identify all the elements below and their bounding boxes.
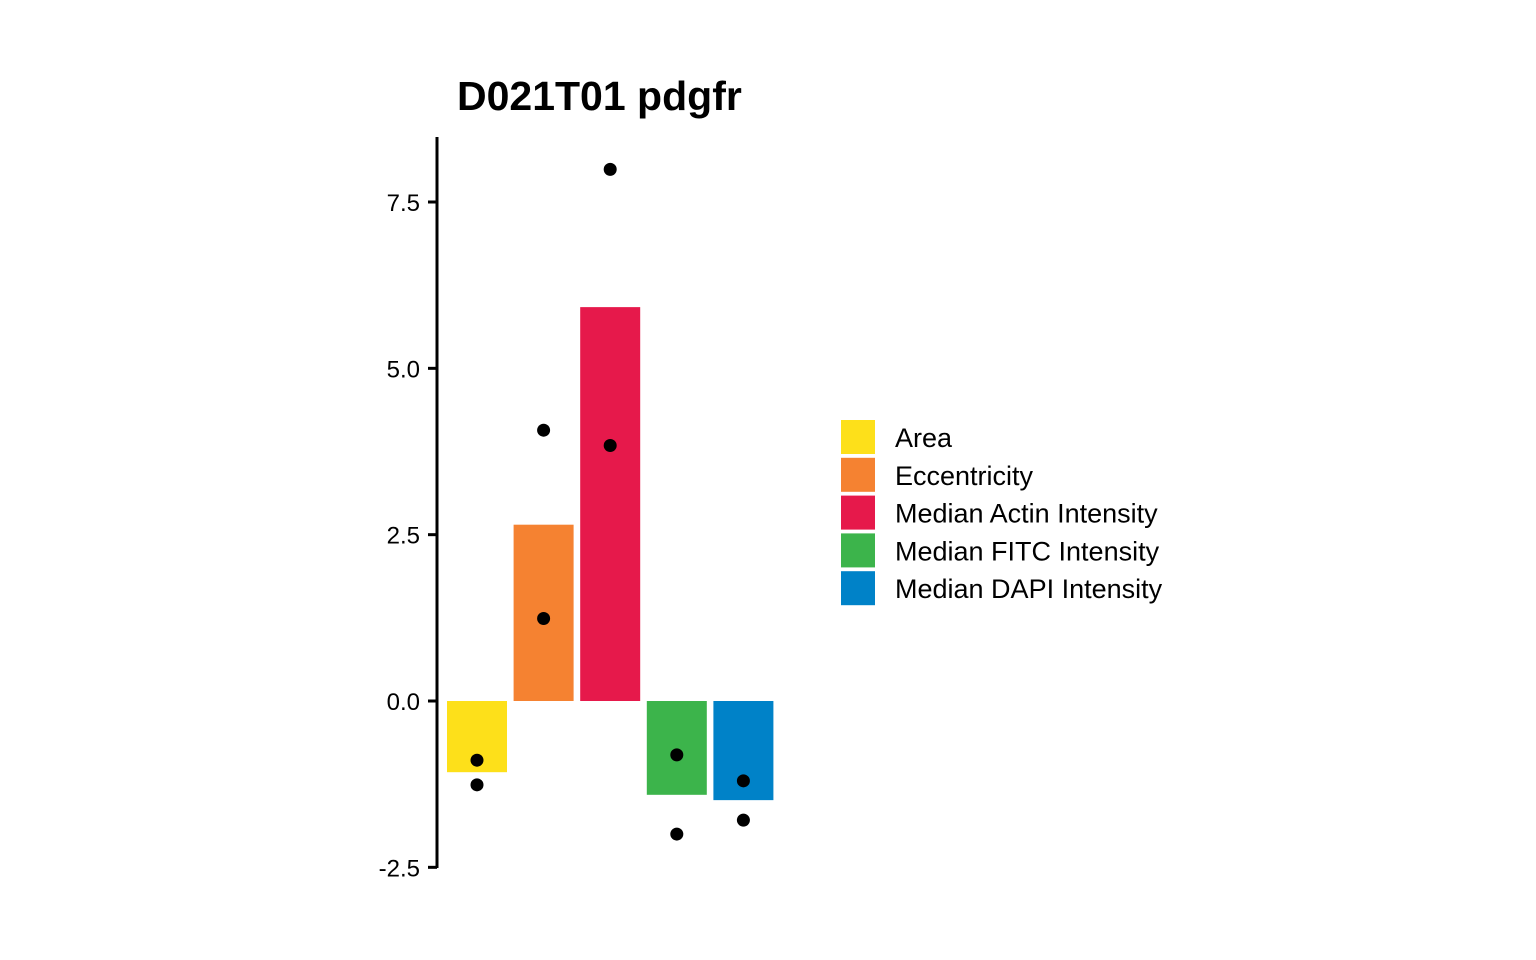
chart-title: D021T01 pdgfr (457, 73, 742, 119)
y-tick-label: 0.0 (387, 689, 420, 716)
data-point (736, 774, 750, 788)
bar (580, 307, 641, 701)
data-points (470, 162, 750, 841)
bar (646, 701, 707, 795)
legend-swatch (841, 495, 875, 530)
legend-swatch (841, 571, 875, 606)
data-point (670, 748, 684, 762)
legend-label: Median Actin Intensity (895, 499, 1158, 529)
legend-swatch (841, 420, 875, 454)
legend-swatch (841, 533, 875, 568)
y-tick-label: -2.5 (379, 855, 420, 882)
data-point (603, 439, 617, 453)
data-point (670, 827, 684, 841)
data-point (736, 813, 750, 827)
bars (447, 307, 774, 801)
data-point (537, 423, 551, 437)
data-point (470, 778, 484, 792)
data-point (470, 753, 484, 767)
y-axis-ticks: -2.5 0.0 2.5 5.0 7.5 (379, 190, 437, 882)
legend-label: Eccentricity (895, 461, 1034, 491)
y-tick-label: 2.5 (387, 523, 420, 550)
y-tick-label: 5.0 (387, 356, 420, 383)
legend-swatch (841, 457, 875, 492)
legend-label: Median FITC Intensity (895, 536, 1160, 566)
data-point (603, 162, 617, 176)
data-point (537, 611, 551, 625)
legend-label: Area (895, 423, 953, 453)
legend-label: Median DAPI Intensity (895, 574, 1163, 604)
legend: Area Eccentricity Median Actin Intensity Me… (841, 420, 1163, 606)
y-tick-label: 7.5 (387, 190, 420, 217)
